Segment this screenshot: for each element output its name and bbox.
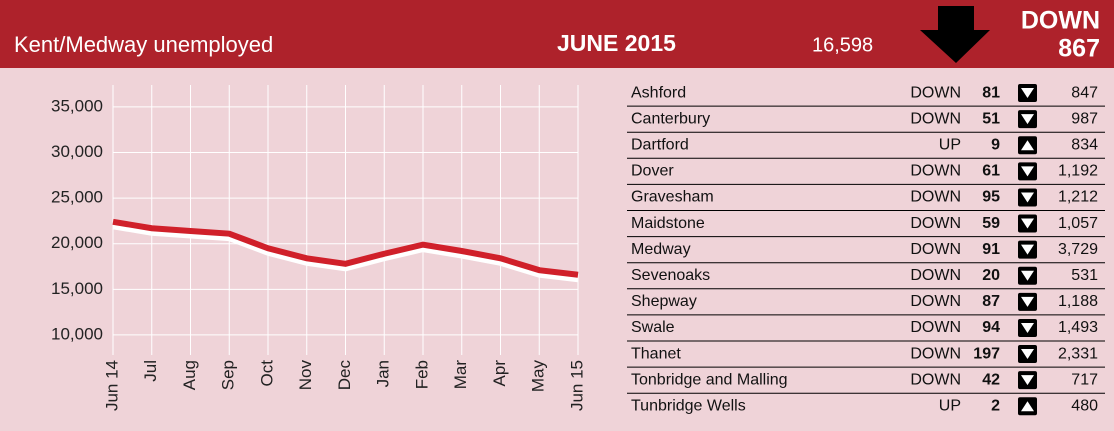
change: 59 bbox=[982, 215, 1000, 232]
direction: UP bbox=[939, 397, 961, 414]
direction: DOWN bbox=[910, 110, 961, 127]
direction: DOWN bbox=[910, 84, 961, 101]
line-shadow bbox=[112, 224, 579, 283]
direction: DOWN bbox=[910, 189, 961, 206]
direction-icon bbox=[1021, 88, 1034, 99]
header-date: JUNE 2015 bbox=[557, 30, 676, 56]
change: 51 bbox=[982, 110, 1000, 127]
district-name: Canterbury bbox=[631, 110, 710, 127]
change: 61 bbox=[982, 163, 1000, 180]
district-name: Dartford bbox=[631, 136, 689, 153]
down-arrow-icon bbox=[920, 6, 990, 63]
y-tick-label: 20,000 bbox=[51, 233, 103, 252]
district-name: Maidstone bbox=[631, 215, 705, 232]
total: 1,192 bbox=[1058, 163, 1098, 180]
x-tick-label: Nov bbox=[296, 360, 315, 391]
header-title: Kent/Medway unemployed bbox=[14, 32, 273, 57]
direction-icon bbox=[1021, 375, 1034, 386]
change: 20 bbox=[982, 267, 1000, 284]
y-tick-label: 15,000 bbox=[51, 279, 103, 298]
change: 95 bbox=[982, 189, 1000, 206]
direction: UP bbox=[939, 136, 961, 153]
direction: DOWN bbox=[910, 163, 961, 180]
total: 3,729 bbox=[1058, 241, 1098, 258]
header-direction: DOWN bbox=[1021, 7, 1100, 35]
direction: DOWN bbox=[910, 319, 961, 336]
change: 94 bbox=[982, 319, 1000, 336]
district-name: Shepway bbox=[631, 293, 697, 310]
direction: DOWN bbox=[910, 215, 961, 232]
y-tick-label: 35,000 bbox=[51, 96, 103, 115]
total: 717 bbox=[1071, 371, 1098, 388]
y-tick-label: 30,000 bbox=[51, 142, 103, 161]
direction-icon bbox=[1021, 401, 1034, 412]
x-tick-label: Apr bbox=[490, 360, 509, 387]
x-tick-label: Aug bbox=[180, 360, 199, 390]
x-tick-label: Jan bbox=[374, 360, 393, 387]
header-total: 16,598 bbox=[812, 34, 873, 56]
direction-icon bbox=[1021, 349, 1034, 360]
direction-icon bbox=[1021, 140, 1034, 151]
district-name: Tonbridge and Malling bbox=[631, 371, 788, 388]
x-tick-label: Dec bbox=[335, 360, 354, 391]
y-tick-label: 10,000 bbox=[51, 324, 103, 343]
change: 81 bbox=[982, 84, 1000, 101]
change: 42 bbox=[982, 371, 1000, 388]
total: 834 bbox=[1071, 136, 1098, 153]
district-name: Medway bbox=[631, 241, 691, 258]
total: 1,057 bbox=[1058, 215, 1098, 232]
line bbox=[112, 218, 579, 278]
x-tick-label: Mar bbox=[451, 360, 470, 390]
direction-icon bbox=[1021, 270, 1034, 281]
change: 87 bbox=[982, 293, 1000, 310]
direction-icon bbox=[1021, 192, 1034, 203]
direction-icon bbox=[1021, 322, 1034, 333]
district-name: Gravesham bbox=[631, 189, 714, 206]
x-tick-label: Jun 14 bbox=[102, 360, 121, 411]
x-tick-label: Jun 15 bbox=[567, 360, 586, 411]
district-name: Dover bbox=[631, 163, 674, 180]
district-name: Sevenoaks bbox=[631, 267, 710, 284]
direction: DOWN bbox=[910, 241, 961, 258]
total: 480 bbox=[1071, 397, 1098, 414]
direction: DOWN bbox=[910, 293, 961, 310]
x-tick-label: Sep bbox=[219, 360, 238, 390]
x-tick-label: Oct bbox=[257, 360, 276, 387]
direction-icon bbox=[1021, 296, 1034, 307]
y-tick-label: 25,000 bbox=[51, 188, 103, 207]
direction-icon bbox=[1021, 114, 1034, 125]
district-name: Tunbridge Wells bbox=[631, 397, 746, 414]
x-tick-label: Jul bbox=[141, 360, 160, 382]
x-tick-label: Feb bbox=[412, 360, 431, 389]
direction: DOWN bbox=[910, 267, 961, 284]
district-name: Ashford bbox=[631, 84, 686, 101]
district-name: Swale bbox=[631, 319, 675, 336]
direction: DOWN bbox=[910, 371, 961, 388]
total: 847 bbox=[1071, 84, 1098, 101]
header-change: 867 bbox=[1058, 35, 1100, 63]
total: 987 bbox=[1071, 110, 1098, 127]
total: 1,493 bbox=[1058, 319, 1098, 336]
direction-icon bbox=[1021, 244, 1034, 255]
x-tick-label: May bbox=[529, 360, 548, 393]
total: 2,331 bbox=[1058, 345, 1098, 362]
change: 2 bbox=[991, 397, 1000, 414]
direction: DOWN bbox=[910, 345, 961, 362]
change: 91 bbox=[982, 241, 1000, 258]
change: 9 bbox=[991, 136, 1000, 153]
direction-icon bbox=[1021, 218, 1034, 229]
district-name: Thanet bbox=[631, 345, 681, 362]
total: 1,188 bbox=[1058, 293, 1098, 310]
line-chart: 10,000 15,000 20,000 25,000 30,000 35,000 Jun … bbox=[51, 85, 586, 411]
total: 531 bbox=[1071, 267, 1098, 284]
direction-icon bbox=[1021, 166, 1034, 177]
total: 1,212 bbox=[1058, 189, 1098, 206]
change: 197 bbox=[973, 345, 1000, 362]
